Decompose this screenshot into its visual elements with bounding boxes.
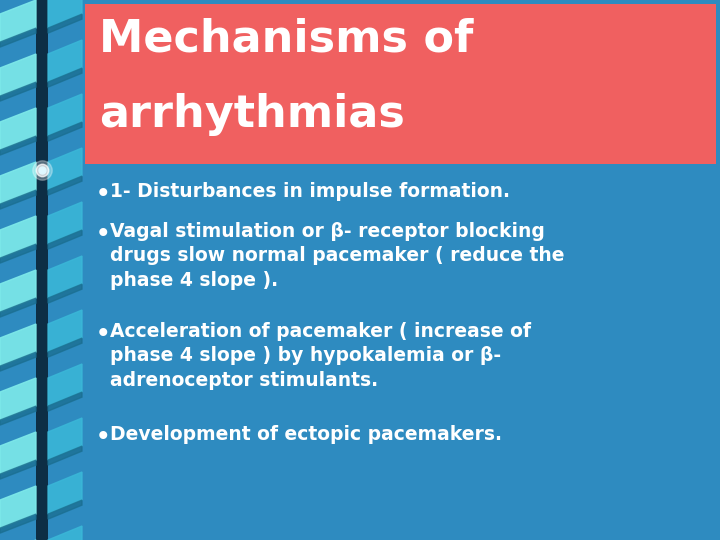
Polygon shape — [48, 122, 82, 141]
Text: arrhythmias: arrhythmias — [99, 93, 405, 136]
Polygon shape — [48, 526, 82, 540]
Polygon shape — [0, 54, 36, 96]
Polygon shape — [0, 460, 36, 479]
Polygon shape — [0, 352, 36, 371]
Polygon shape — [0, 486, 36, 528]
Bar — [85, 4, 716, 164]
Polygon shape — [48, 14, 82, 33]
Polygon shape — [0, 216, 36, 258]
Polygon shape — [0, 244, 36, 263]
Polygon shape — [48, 176, 82, 195]
Polygon shape — [48, 94, 82, 136]
Polygon shape — [0, 136, 36, 155]
Text: •: • — [96, 323, 110, 346]
Polygon shape — [48, 364, 82, 406]
Polygon shape — [48, 446, 82, 465]
Text: •: • — [96, 183, 110, 206]
Polygon shape — [48, 40, 82, 82]
Text: Development of ectopic pacemakers.: Development of ectopic pacemakers. — [110, 425, 502, 444]
Polygon shape — [48, 256, 82, 298]
Polygon shape — [0, 514, 36, 533]
Text: Mechanisms of: Mechanisms of — [99, 18, 473, 61]
Polygon shape — [48, 418, 82, 460]
Polygon shape — [0, 432, 36, 474]
Polygon shape — [48, 230, 82, 249]
Polygon shape — [48, 148, 82, 190]
Text: •: • — [96, 223, 110, 246]
Text: Vagal stimulation or β- receptor blocking
drugs slow normal pacemaker ( reduce t: Vagal stimulation or β- receptor blockin… — [110, 222, 564, 289]
Polygon shape — [48, 310, 82, 352]
Polygon shape — [48, 284, 82, 303]
Polygon shape — [0, 378, 36, 420]
Polygon shape — [0, 270, 36, 312]
Polygon shape — [0, 324, 36, 366]
Polygon shape — [0, 0, 36, 42]
Text: •: • — [96, 426, 110, 449]
Bar — [0, 0, 82, 540]
Polygon shape — [48, 338, 82, 357]
Polygon shape — [0, 28, 36, 47]
Polygon shape — [0, 108, 36, 150]
Polygon shape — [48, 202, 82, 244]
Polygon shape — [0, 162, 36, 204]
Polygon shape — [48, 472, 82, 514]
Polygon shape — [48, 68, 82, 87]
Polygon shape — [48, 500, 82, 519]
Polygon shape — [48, 0, 82, 28]
Polygon shape — [0, 298, 36, 317]
Text: Acceleration of pacemaker ( increase of
phase 4 slope ) by hypokalemia or β-
adr: Acceleration of pacemaker ( increase of … — [110, 322, 531, 389]
Polygon shape — [0, 190, 36, 209]
Bar — [36, 0, 48, 540]
Text: 1- Disturbances in impulse formation.: 1- Disturbances in impulse formation. — [110, 182, 510, 201]
Polygon shape — [0, 406, 36, 425]
Polygon shape — [48, 392, 82, 411]
Polygon shape — [0, 82, 36, 101]
